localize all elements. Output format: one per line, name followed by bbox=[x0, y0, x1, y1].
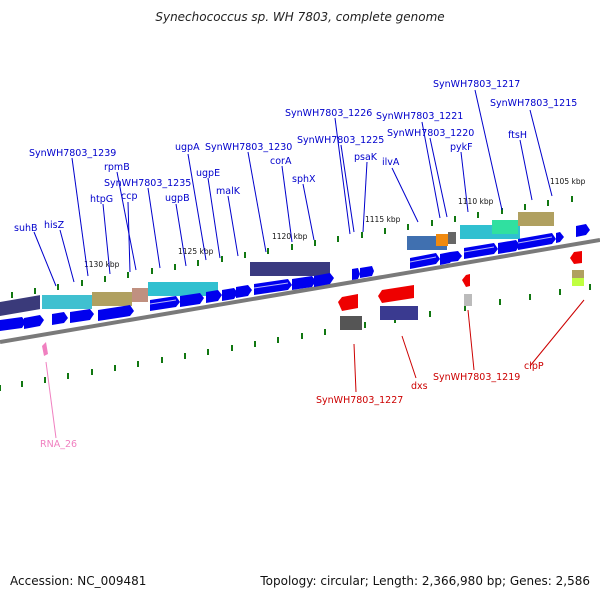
accession-text: Accession: NC_009481 bbox=[10, 574, 147, 588]
gene-arrow bbox=[24, 315, 44, 329]
gene-arrow bbox=[556, 232, 564, 243]
gene-label: suhB bbox=[14, 223, 38, 234]
gene-label: SynWH7803_1225 bbox=[297, 135, 384, 146]
gene-arrow bbox=[150, 296, 180, 311]
gene-arrow bbox=[464, 243, 498, 259]
cog-bars-forward bbox=[0, 212, 554, 316]
gene-arrow bbox=[314, 273, 334, 287]
gene-label: psaK bbox=[354, 152, 378, 163]
gene-arrow bbox=[576, 224, 590, 237]
gene-label: malK bbox=[216, 186, 241, 197]
kbp-labels: 1105 kbp 1110 kbp 1115 kbp 1120 kbp 1125… bbox=[84, 177, 586, 269]
cog-bars-reverse bbox=[340, 270, 584, 330]
gene-label: ugpB bbox=[165, 193, 190, 204]
gene-label: SynWH7803_1219 bbox=[433, 372, 520, 383]
gene-label: SynWH7803_1220 bbox=[387, 128, 474, 139]
gene-label: ftsH bbox=[508, 130, 527, 141]
gene-label: SynWH7803_1221 bbox=[376, 111, 463, 122]
gene-arrow bbox=[180, 293, 204, 307]
gene-arrow bbox=[450, 251, 462, 262]
gene-label: ccp bbox=[121, 191, 137, 202]
gene-label: rpmB bbox=[104, 162, 130, 173]
gene-label: ugpE bbox=[196, 168, 220, 179]
gene-label: hisZ bbox=[44, 220, 65, 231]
kbp-label: 1120 kbp bbox=[272, 232, 308, 241]
forward-gene-arrows bbox=[0, 224, 590, 331]
rna-label: RNA_26 bbox=[40, 439, 77, 450]
gene-label: SynWH7803_1217 bbox=[433, 79, 520, 90]
forward-leader-lines bbox=[33, 89, 553, 287]
gene-arrow bbox=[462, 274, 470, 287]
arrow-highlights bbox=[149, 236, 553, 305]
inner-tick-marks bbox=[0, 284, 591, 391]
rna-gene bbox=[42, 342, 48, 356]
kbp-label: 1115 kbp bbox=[365, 215, 401, 224]
gene-label: SynWH7803_1227 bbox=[316, 395, 403, 406]
gene-arrow bbox=[236, 285, 252, 298]
reverse-gene-labels: SynWH7803_1227 dxs SynWH7803_1219 clpP bbox=[316, 361, 544, 406]
gene-arrow bbox=[570, 251, 582, 264]
gene-arrow bbox=[352, 268, 360, 280]
gene-label: ugpA bbox=[175, 142, 200, 153]
gene-arrow bbox=[410, 253, 440, 269]
kbp-label: 1125 kbp bbox=[178, 247, 214, 256]
gene-label: SynWH7803_1226 bbox=[285, 108, 372, 119]
genome-backbone bbox=[0, 238, 600, 344]
gene-arrow bbox=[338, 294, 358, 311]
gene-label: sphX bbox=[292, 174, 316, 185]
gene-label: corA bbox=[270, 156, 292, 167]
kbp-label: 1110 kbp bbox=[458, 197, 494, 206]
gene-arrow bbox=[0, 317, 26, 331]
reverse-gene-arrows bbox=[338, 251, 582, 311]
gene-label: clpP bbox=[524, 361, 544, 372]
gene-arrow bbox=[378, 285, 414, 303]
gene-arrow bbox=[206, 290, 222, 303]
reverse-leader-lines bbox=[353, 299, 585, 393]
gene-arrow bbox=[52, 312, 68, 325]
gene-label: SynWH7803_1239 bbox=[29, 148, 116, 159]
gene-arrow bbox=[70, 309, 94, 323]
gene-label: SynWH7803_1235 bbox=[104, 178, 191, 189]
gene-arrow bbox=[518, 233, 556, 250]
gene-label: SynWH7803_1230 bbox=[205, 142, 292, 153]
gene-arrow bbox=[98, 305, 134, 321]
rna-leader-line bbox=[45, 361, 57, 439]
gene-label: dxs bbox=[411, 381, 428, 392]
gene-arrow bbox=[292, 276, 316, 290]
genome-stats-text: Topology: circular; Length: 2,366,980 bp… bbox=[260, 574, 590, 588]
gene-arrow bbox=[498, 240, 520, 254]
gene-arrow bbox=[366, 266, 374, 277]
gene-label: htpG bbox=[90, 194, 113, 205]
map-title: Synechococcus sp. WH 7803, complete geno… bbox=[155, 10, 445, 24]
kbp-label: 1105 kbp bbox=[550, 177, 586, 186]
gene-label: pykF bbox=[450, 142, 473, 153]
gene-arrow bbox=[222, 288, 238, 301]
gene-label: SynWH7803_1215 bbox=[490, 98, 577, 109]
gene-label: ilvA bbox=[382, 157, 400, 168]
gene-arrow bbox=[254, 279, 292, 295]
kbp-label: 1130 kbp bbox=[84, 260, 120, 269]
forward-gene-labels: SynWH7803_1217 SynWH7803_1215 SynWH7803_… bbox=[14, 79, 577, 234]
